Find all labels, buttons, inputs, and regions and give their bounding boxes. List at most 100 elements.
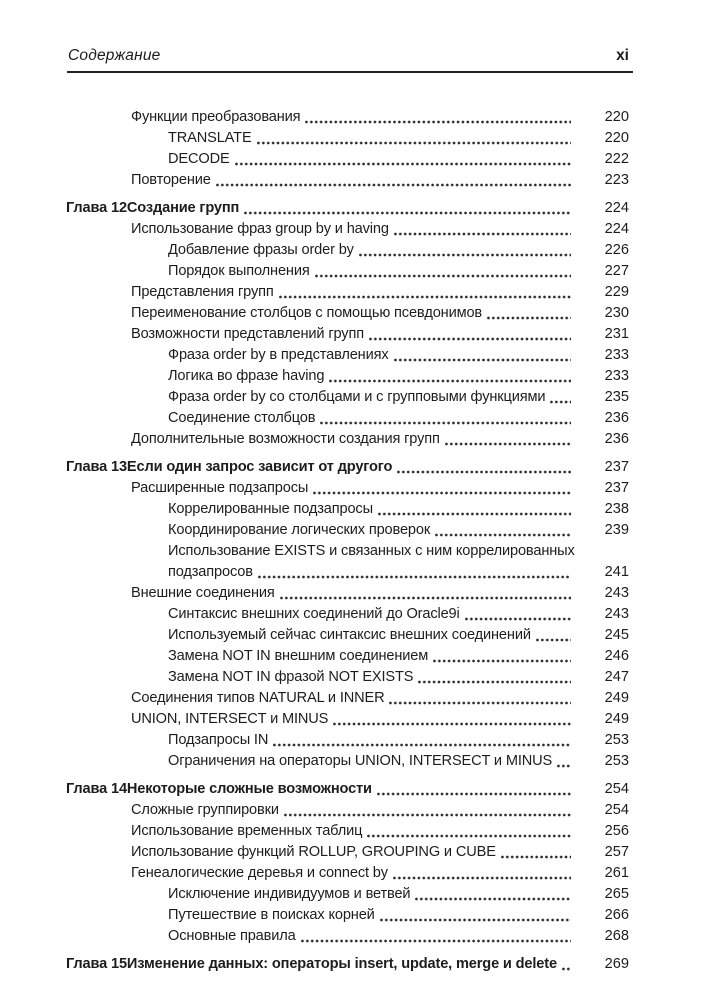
dot-leader <box>278 596 571 600</box>
dot-leader <box>366 834 571 838</box>
entry-page-number: 253 <box>604 732 629 748</box>
toc-entry-row: Функции преобразования 220 <box>66 107 629 128</box>
dot-leader <box>534 638 571 642</box>
dot-leader <box>560 967 571 971</box>
entry-page-number: 231 <box>604 326 629 342</box>
dot-leader <box>255 141 571 145</box>
toc-entry-row: Замена NOT IN внешним соединением 246 <box>66 646 629 667</box>
entry-title: Использование временных таблиц <box>131 823 363 839</box>
dot-leader <box>443 442 571 446</box>
dot-leader <box>282 813 571 817</box>
toc-chapter-row: Глава 12 Создание групп 224 <box>66 198 629 219</box>
entry-title: Ограничения на операторы UNION, INTERSEC… <box>168 753 553 769</box>
entry-page-number: 227 <box>604 263 629 279</box>
toc-entry-row: UNION, INTERSECT и MINUS 249 <box>66 709 629 730</box>
entry-title: Внешние соединения <box>131 585 275 601</box>
toc-entry-row: Подзапросы IN 253 <box>66 730 629 751</box>
entry-title: Координирование логических проверок <box>168 522 431 538</box>
running-header: Содержание xi <box>68 47 629 65</box>
entry-page-number: 268 <box>604 928 629 944</box>
entry-page-number: 254 <box>604 802 629 818</box>
entry-title: UNION, INTERSECT и MINUS <box>131 711 329 727</box>
page-number: xi <box>616 47 629 64</box>
dot-leader <box>332 722 571 726</box>
entry-page-number: 239 <box>604 522 629 538</box>
entry-page-number: 253 <box>604 753 629 769</box>
dot-leader <box>378 918 571 922</box>
entry-page-number: 241 <box>604 564 629 580</box>
entry-title: Исключение индивидуумов и ветвей <box>168 886 411 902</box>
entry-page-number: 220 <box>604 109 629 125</box>
entry-page-number: 266 <box>604 907 629 923</box>
dot-leader <box>214 183 571 187</box>
toc-entry-row: Внешние соединения 243 <box>66 583 629 604</box>
toc-entry-row: Ограничения на операторы UNION, INTERSEC… <box>66 751 629 772</box>
dot-leader <box>304 120 571 124</box>
chapter-label: Глава 15 <box>66 956 127 972</box>
dot-leader <box>313 274 571 278</box>
dot-leader <box>328 379 571 383</box>
entry-title: Соединения типов NATURAL и INNER <box>131 690 385 706</box>
entry-title: Логика во фразе having <box>168 368 325 384</box>
entry-title: Коррелированные подзапросы <box>168 501 373 517</box>
entry-page-number: 236 <box>604 410 629 426</box>
dot-leader <box>319 421 571 425</box>
running-header-title: Содержание <box>68 47 161 64</box>
entry-title: Основные правила <box>168 928 296 944</box>
toc-entry-row: Коррелированные подзапросы 238 <box>66 499 629 520</box>
dot-leader <box>392 232 571 236</box>
entry-page-number: 220 <box>604 130 629 146</box>
entry-title: Генеалогические деревья и connect by <box>131 865 388 881</box>
entry-page-number: 249 <box>604 690 629 706</box>
chapter-title: Создание групп <box>126 200 240 216</box>
dot-leader <box>432 659 571 663</box>
entry-title: Использование функций ROLLUP, GROUPING и… <box>131 844 496 860</box>
chapter-label: Глава 12 <box>66 200 127 216</box>
entry-page-number: 243 <box>604 606 629 622</box>
entry-title: Подзапросы IN <box>168 732 269 748</box>
toc-entry-row: Сложные группировки 254 <box>66 800 629 821</box>
entry-title: Путешествие в поисках корней <box>168 907 375 923</box>
entry-page-number: 233 <box>604 347 629 363</box>
entry-title: Использование фраз group by и having <box>131 221 389 237</box>
toc-entry-row: Добавление фразы order by 226 <box>66 240 629 261</box>
entry-page-number: 237 <box>604 480 629 496</box>
dot-leader <box>272 743 571 747</box>
dot-leader <box>243 211 571 215</box>
entry-title: Фраза order by в представлениях <box>168 347 389 363</box>
dot-leader <box>312 491 571 495</box>
toc-entry-row: Использование временных таблиц 256 <box>66 821 629 842</box>
entry-page-number: 224 <box>604 221 629 237</box>
toc-entry-row: DECODE 222 <box>66 149 629 170</box>
toc-entry-row: Замена NOT IN фразой NOT EXISTS 247 <box>66 667 629 688</box>
entry-title: Переименование столбцов с помощью псевдо… <box>131 305 483 321</box>
dot-leader <box>299 939 571 943</box>
entry-page-number: 245 <box>604 627 629 643</box>
dot-leader <box>391 876 571 880</box>
dot-leader <box>499 855 571 859</box>
dot-leader <box>486 316 571 320</box>
toc-entry-row: Повторение 223 <box>66 170 629 191</box>
dot-leader <box>396 470 571 474</box>
toc-entry-row: Соединение столбцов 236 <box>66 408 629 429</box>
table-of-contents: Функции преобразования 220 TRANSLATE 220 DEC… <box>66 107 629 975</box>
toc-entry-row: Порядок выполнения 227 <box>66 261 629 282</box>
toc-entry-row: Логика во фразе having 233 <box>66 366 629 387</box>
entry-title-continuation: подзапросов <box>168 564 253 580</box>
dot-leader <box>357 253 571 257</box>
entry-page-number: 223 <box>604 172 629 188</box>
toc-entry-row: Генеалогические деревья и connect by 261 <box>66 863 629 884</box>
dot-leader <box>376 512 571 516</box>
toc-entry-row: Расширенные подзапросы 237 <box>66 478 629 499</box>
entry-page-number: 246 <box>604 648 629 664</box>
entry-title: Синтаксис внешних соединений до Oracle9i <box>168 606 460 622</box>
entry-page-number: 236 <box>604 431 629 447</box>
dot-leader <box>392 358 571 362</box>
entry-page-number: 254 <box>604 781 629 797</box>
toc-entry-row: Основные правила 268 <box>66 926 629 947</box>
entry-title: Добавление фразы order by <box>168 242 354 258</box>
chapter-label: Глава 13 <box>66 459 127 475</box>
entry-title: Соединение столбцов <box>168 410 316 426</box>
toc-chapter-row: Глава 13 Если один запрос зависит от друг… <box>66 457 629 478</box>
entry-page-number: 249 <box>604 711 629 727</box>
